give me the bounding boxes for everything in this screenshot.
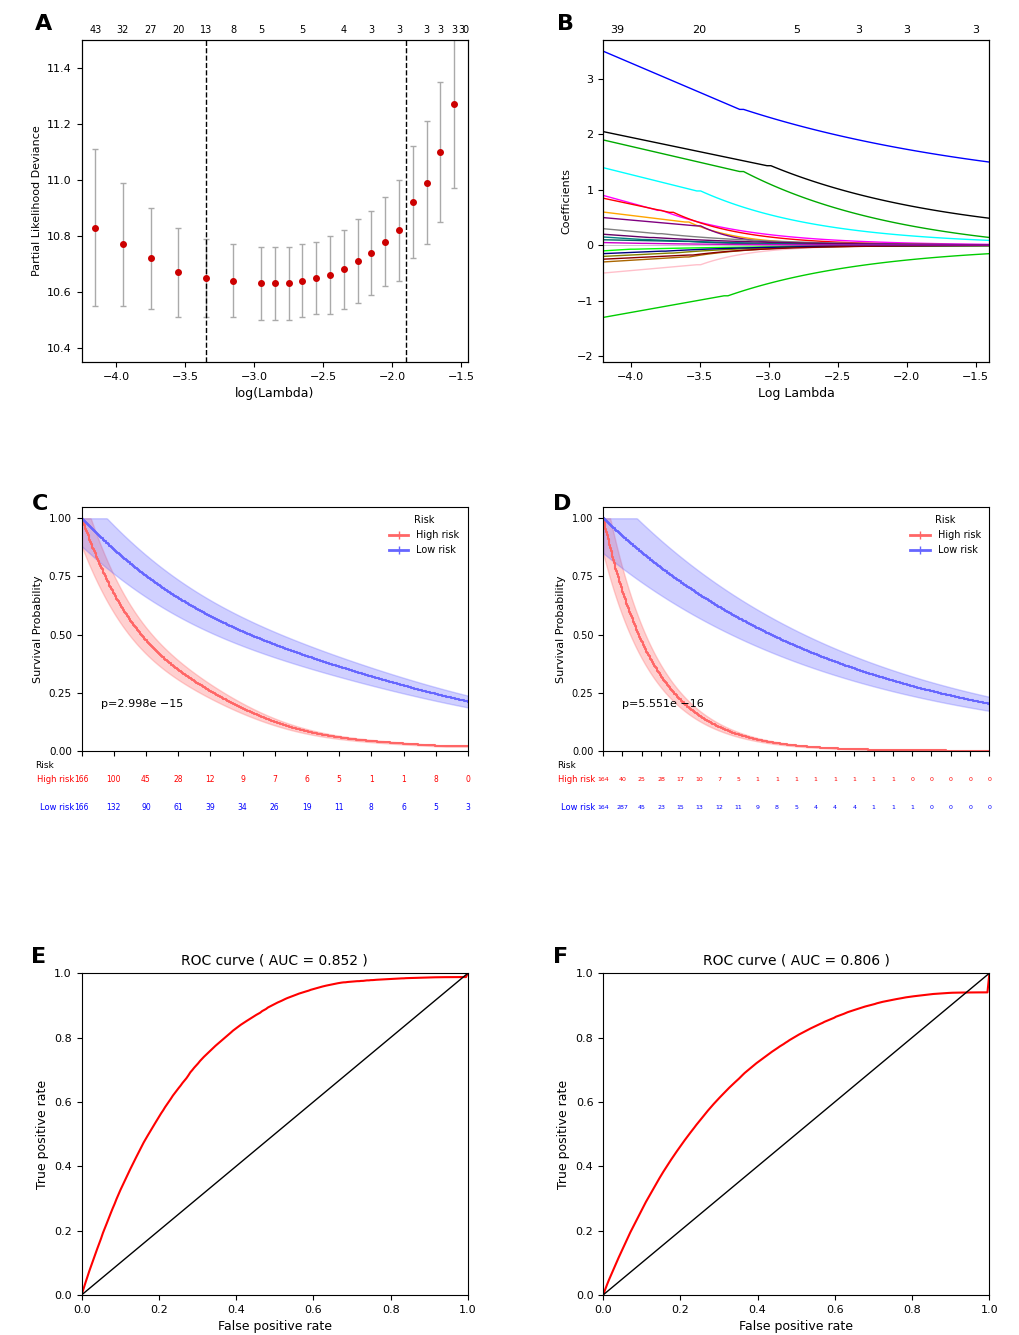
Text: High risk: High risk (37, 776, 73, 784)
Text: p=2.998e −15: p=2.998e −15 (101, 698, 183, 709)
Y-axis label: Coefficients: Coefficients (560, 168, 571, 234)
Text: 166: 166 (74, 776, 89, 784)
Text: 1: 1 (813, 777, 816, 782)
Text: 8: 8 (433, 776, 437, 784)
Text: 0: 0 (967, 805, 971, 810)
Text: 6: 6 (305, 776, 309, 784)
Y-axis label: True positive rate: True positive rate (556, 1080, 570, 1188)
Text: 19: 19 (302, 802, 312, 812)
Legend: High risk, Low risk: High risk, Low risk (906, 511, 983, 559)
Text: 6: 6 (400, 802, 406, 812)
Text: 287: 287 (615, 805, 628, 810)
Text: 1: 1 (400, 776, 406, 784)
X-axis label: False positive rate: False positive rate (739, 1320, 853, 1334)
Text: 5: 5 (794, 805, 798, 810)
Text: Low risk: Low risk (40, 802, 73, 812)
Text: 0: 0 (928, 777, 932, 782)
Y-axis label: Survival Probability: Survival Probability (34, 575, 43, 682)
Text: 132: 132 (107, 802, 121, 812)
Text: 8: 8 (369, 802, 373, 812)
Text: 1: 1 (909, 805, 913, 810)
Text: 5: 5 (736, 777, 740, 782)
Text: 4: 4 (813, 805, 817, 810)
Text: F: F (552, 948, 568, 968)
Text: 61: 61 (173, 802, 182, 812)
Text: 4: 4 (851, 805, 855, 810)
Text: 1: 1 (369, 776, 373, 784)
Text: 1: 1 (852, 777, 855, 782)
Text: 9: 9 (239, 776, 245, 784)
Text: 100: 100 (106, 776, 121, 784)
Text: 45: 45 (637, 805, 645, 810)
Text: 9: 9 (755, 805, 759, 810)
Text: 1: 1 (890, 805, 894, 810)
Text: D: D (552, 494, 571, 514)
Text: 0: 0 (986, 805, 990, 810)
Text: 1: 1 (890, 777, 894, 782)
Legend: High risk, Low risk: High risk, Low risk (384, 511, 463, 559)
Text: 28: 28 (173, 776, 182, 784)
X-axis label: log(Lambda): log(Lambda) (234, 387, 314, 400)
Text: 5: 5 (433, 802, 438, 812)
X-axis label: False positive rate: False positive rate (217, 1320, 331, 1334)
Text: B: B (556, 15, 573, 35)
Text: 0: 0 (948, 805, 952, 810)
Text: 40: 40 (618, 777, 626, 782)
Text: 1: 1 (833, 777, 836, 782)
Text: 8: 8 (774, 805, 779, 810)
Text: 1: 1 (755, 777, 759, 782)
Text: 28: 28 (656, 777, 664, 782)
Text: 10: 10 (695, 777, 703, 782)
Text: 45: 45 (141, 776, 151, 784)
Text: 166: 166 (74, 802, 89, 812)
Text: 3: 3 (465, 802, 470, 812)
Text: 7: 7 (716, 777, 720, 782)
Text: 13: 13 (695, 805, 703, 810)
X-axis label: Log Lambda: Log Lambda (757, 387, 834, 400)
Text: 7: 7 (272, 776, 277, 784)
Text: 11: 11 (334, 802, 343, 812)
Text: E: E (32, 948, 47, 968)
Text: Risk: Risk (36, 761, 54, 770)
Text: 5: 5 (336, 776, 341, 784)
Text: 23: 23 (656, 805, 664, 810)
Title: ROC curve ( AUC = 0.806 ): ROC curve ( AUC = 0.806 ) (702, 953, 889, 968)
Text: 25: 25 (637, 777, 645, 782)
Text: High risk: High risk (557, 776, 595, 784)
Text: 0: 0 (967, 777, 971, 782)
Text: 17: 17 (676, 777, 684, 782)
Text: Risk: Risk (556, 761, 575, 770)
Y-axis label: Partial Likelihood Deviance: Partial Likelihood Deviance (32, 125, 42, 276)
Text: 164: 164 (597, 805, 608, 810)
Text: A: A (36, 15, 52, 35)
Text: 12: 12 (714, 805, 722, 810)
Text: 0: 0 (948, 777, 952, 782)
Text: C: C (32, 494, 48, 514)
Title: ROC curve ( AUC = 0.852 ): ROC curve ( AUC = 0.852 ) (181, 953, 368, 968)
Text: 90: 90 (141, 802, 151, 812)
Text: 1: 1 (870, 777, 874, 782)
Text: 12: 12 (206, 776, 215, 784)
Text: 0: 0 (909, 777, 913, 782)
Text: 26: 26 (270, 802, 279, 812)
Text: 4: 4 (833, 805, 836, 810)
Y-axis label: True positive rate: True positive rate (36, 1080, 49, 1188)
Text: 34: 34 (237, 802, 248, 812)
Text: Low risk: Low risk (560, 802, 595, 812)
Text: 1: 1 (774, 777, 779, 782)
Text: 39: 39 (205, 802, 215, 812)
Text: 11: 11 (734, 805, 742, 810)
Text: 164: 164 (597, 777, 608, 782)
Text: 1: 1 (794, 777, 798, 782)
Text: 1: 1 (870, 805, 874, 810)
Text: 0: 0 (465, 776, 470, 784)
Text: 15: 15 (676, 805, 684, 810)
Text: 0: 0 (928, 805, 932, 810)
Y-axis label: Survival Probability: Survival Probability (555, 575, 566, 682)
Text: 0: 0 (986, 777, 990, 782)
Text: p=5.551e −16: p=5.551e −16 (622, 698, 703, 709)
